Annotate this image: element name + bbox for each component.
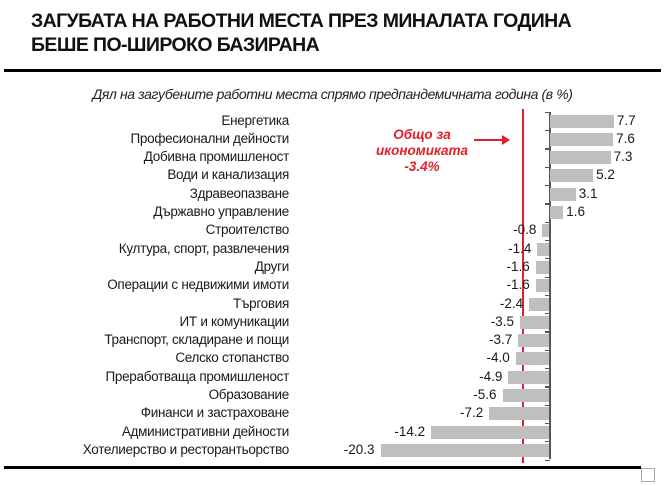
axis-tick	[545, 166, 550, 168]
bar	[550, 187, 576, 201]
value-label: -1.6	[506, 277, 530, 293]
category-label: Професионални дейности	[130, 130, 290, 146]
axis-tick	[545, 111, 550, 114]
axis-tick	[545, 239, 550, 242]
axis-tick	[545, 368, 550, 370]
category-label: Енергетика	[221, 112, 289, 128]
axis-tick	[545, 349, 550, 351]
bar	[380, 443, 549, 457]
axis-tick	[545, 185, 550, 187]
bar	[489, 407, 549, 421]
category-label: Търговия	[233, 295, 289, 311]
value-label: 1.6	[566, 204, 586, 219]
category-label: ИТ и комуникации	[179, 313, 290, 329]
bottom-divider	[4, 466, 641, 469]
value-label: -3.7	[489, 332, 513, 348]
value-label: -4.0	[486, 350, 510, 366]
axis-tick	[545, 313, 550, 315]
category-label: Води и канализация	[167, 167, 289, 183]
bar	[535, 260, 549, 274]
resize-handle-icon[interactable]	[641, 468, 655, 482]
category-label: Други	[254, 258, 290, 274]
value-label: -1.6	[506, 258, 530, 274]
bar	[519, 315, 549, 329]
annotation-line-1: Общо за	[393, 127, 451, 142]
category-label: Образование	[208, 387, 290, 402]
value-label: -14.2	[394, 423, 426, 439]
axis-tick	[545, 459, 550, 461]
category-label: Транспорт, складиране и пощи	[104, 332, 289, 348]
bar	[550, 206, 564, 219]
bar	[508, 370, 549, 384]
bar	[518, 334, 549, 348]
category-label: Хотелиерство и ресторантьорство	[82, 441, 290, 457]
category-label: Операции с недвижими имоти	[107, 277, 289, 293]
value-label: 7.3	[613, 149, 633, 165]
annotation-line-3: -3.4%	[404, 159, 440, 174]
value-label: 5.2	[596, 167, 615, 183]
top-divider	[4, 69, 661, 72]
category-label: Строителство	[205, 222, 290, 238]
value-label: -0.8	[513, 222, 537, 238]
axis-tick	[545, 276, 550, 278]
title-line-2: БЕШЕ ПО-ШИРОКО БАЗИРАНА	[31, 34, 320, 56]
value-label: -2.4	[499, 295, 524, 311]
value-label: 7.7	[616, 112, 636, 128]
category-label: Държавно управление	[153, 204, 289, 219]
annotation-line-2: икономиката	[376, 143, 468, 158]
value-label: -1.4	[508, 240, 532, 256]
economy-average-annotation: Общо за икономиката -3.4%	[362, 127, 482, 175]
category-label: Административни дейности	[121, 423, 289, 439]
axis-tick	[545, 221, 550, 223]
value-label: -3.5	[490, 313, 514, 329]
category-label: Финанси и застраховане	[140, 405, 290, 421]
axis-tick	[545, 331, 550, 333]
category-label: Здравеопазване	[189, 185, 290, 201]
value-label: -4.9	[479, 368, 503, 384]
arrow-icon	[474, 139, 504, 141]
axis-tick	[545, 441, 550, 443]
value-label: -20.3	[343, 441, 375, 457]
bar	[529, 297, 549, 311]
value-label: -5.6	[473, 387, 497, 402]
category-label: Добивна промишленост	[143, 149, 290, 165]
value-label: 3.1	[578, 185, 598, 201]
category-label: Преработваща промишленост	[105, 368, 289, 384]
bar	[537, 242, 549, 256]
bar	[550, 132, 614, 146]
axis-tick	[545, 203, 550, 205]
bar	[550, 151, 611, 165]
value-label: 7.6	[616, 130, 635, 146]
chart-subtitle: Дял на загубените работни места спрямо п…	[92, 86, 573, 102]
page-title: ЗАГУБАТА НА РАБОТНИ МЕСТА ПРЕЗ МИНАЛАТА …	[31, 9, 572, 57]
axis-tick	[545, 422, 550, 425]
bar	[550, 169, 594, 183]
axis-tick	[545, 404, 550, 406]
bar	[550, 114, 614, 128]
axis-tick	[545, 386, 550, 388]
economy-average-line	[522, 109, 524, 463]
category-label: Селско стопанство	[175, 350, 289, 366]
title-line-1: ЗАГУБАТА НА РАБОТНИ МЕСТА ПРЕЗ МИНАЛАТА …	[31, 10, 572, 32]
bar	[431, 425, 549, 439]
bar	[515, 352, 549, 366]
axis-tick	[545, 294, 550, 297]
category-label: Култура, спорт, развлечения	[118, 240, 290, 256]
bar	[542, 224, 549, 238]
axis-tick	[545, 258, 550, 260]
zero-axis	[549, 112, 551, 459]
axis-tick	[545, 130, 550, 132]
axis-tick	[545, 148, 550, 150]
value-label: -7.2	[459, 405, 484, 421]
bar	[535, 279, 549, 293]
arrowhead-icon	[502, 135, 510, 145]
bar	[502, 389, 549, 402]
